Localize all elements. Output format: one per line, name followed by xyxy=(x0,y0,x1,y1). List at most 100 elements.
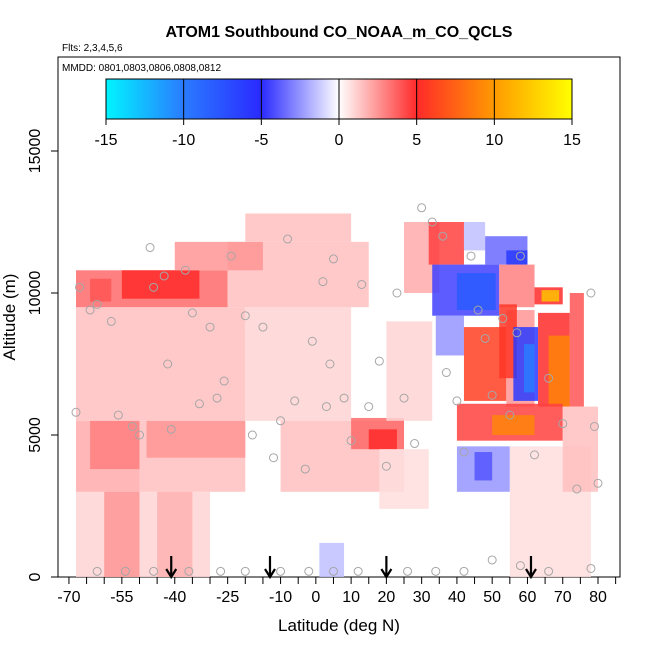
heatmap-cell xyxy=(435,315,464,356)
sample-point xyxy=(558,419,568,429)
x-axis-label: Latitude (deg N) xyxy=(278,616,400,635)
sample-point xyxy=(269,453,279,463)
heatmap-cell xyxy=(541,290,560,302)
heatmap-cell xyxy=(474,452,493,481)
colorbar-tick-label: 10 xyxy=(485,132,503,149)
flights-subtitle: Flts: 2,3,4,5,6 xyxy=(62,43,123,54)
y-axis: 0 5000 10000 15000 xyxy=(27,129,58,581)
sample-point xyxy=(515,561,525,571)
sample-point xyxy=(586,563,596,573)
sample-point xyxy=(321,402,331,412)
sample-point xyxy=(180,265,190,275)
sample-point xyxy=(216,566,226,576)
sample-point xyxy=(276,416,286,426)
heatmap-cell xyxy=(174,241,263,271)
colorbar-tick-label: 5 xyxy=(412,132,421,149)
sample-point xyxy=(276,566,286,576)
colorbar: -15 -10 -5 0 5 10 15 xyxy=(94,78,581,149)
x-tick-label: 60 xyxy=(519,589,537,606)
x-tick-label: -25 xyxy=(216,589,239,606)
sample-point xyxy=(544,373,554,383)
sample-point xyxy=(247,430,257,440)
sample-point xyxy=(134,430,144,440)
sample-point xyxy=(586,288,596,298)
sample-point xyxy=(427,217,437,227)
x-tick-label: 20 xyxy=(377,589,395,606)
x-tick-label: -40 xyxy=(163,589,186,606)
sample-point xyxy=(466,251,476,261)
sample-point xyxy=(92,299,102,309)
y-tick-label: 10000 xyxy=(27,271,44,316)
heatmap-cell xyxy=(463,222,486,251)
sample-point xyxy=(205,322,215,332)
dates-subtitle: MMDD: 0801,0803,0806,0808,0812 xyxy=(62,63,221,74)
x-tick-label: 80 xyxy=(589,589,607,606)
sample-point xyxy=(300,464,310,474)
y-axis-label: Altitude (m) xyxy=(0,274,19,361)
sample-point xyxy=(187,308,197,318)
sample-point xyxy=(159,271,169,281)
chart-title: ATOM1 Southbound CO_NOAA_m_CO_QCLS xyxy=(166,24,513,41)
sample-point xyxy=(589,421,599,431)
sample-point xyxy=(120,566,130,576)
sample-point xyxy=(459,447,469,457)
sample-point xyxy=(163,359,173,369)
sample-point xyxy=(346,436,356,446)
heatmap-cell xyxy=(245,213,352,242)
sample-point xyxy=(487,555,497,565)
sample-point xyxy=(328,566,338,576)
x-axis: -70 -55 -40 -25 -10 0 10 20 30 40 50 60 70 80 xyxy=(57,577,617,606)
heatmap-cell xyxy=(368,429,397,450)
colorbar-tick-label: -5 xyxy=(254,132,268,149)
sample-point xyxy=(473,305,483,315)
sample-point xyxy=(283,234,293,244)
x-tick-label: 10 xyxy=(342,589,360,606)
sample-point xyxy=(318,277,328,287)
heatmap-cell xyxy=(548,335,570,407)
sample-point xyxy=(328,254,338,264)
sample-point xyxy=(544,566,554,576)
sample-point xyxy=(145,243,155,253)
heatmap-layer xyxy=(76,213,598,577)
heatmap-cell xyxy=(523,344,535,393)
sample-points-layer xyxy=(71,203,603,576)
sample-point xyxy=(240,311,250,321)
sample-point xyxy=(505,410,515,420)
sample-point xyxy=(459,566,469,576)
arrows-layer xyxy=(165,556,537,580)
sample-point xyxy=(593,478,603,488)
sample-point xyxy=(399,393,409,403)
sample-point xyxy=(480,333,490,343)
sample-point xyxy=(290,396,300,406)
sample-point xyxy=(149,282,159,292)
sample-point xyxy=(515,251,525,261)
sample-point xyxy=(71,407,81,417)
sample-point xyxy=(325,359,335,369)
y-tick-label: 5000 xyxy=(27,417,44,453)
sample-point xyxy=(258,322,268,332)
sample-point xyxy=(403,566,413,576)
heatmap-cell xyxy=(90,278,112,302)
heatmap-cell xyxy=(456,273,496,311)
sample-point xyxy=(92,566,102,576)
heatmap-cell xyxy=(428,222,464,265)
sample-point xyxy=(431,566,441,576)
heatmap-cell xyxy=(562,406,598,492)
sample-point xyxy=(512,328,522,338)
heatmap-cell xyxy=(499,264,535,308)
x-tick-label: 70 xyxy=(554,589,572,606)
sample-point xyxy=(357,279,367,289)
heatmap-cell xyxy=(76,307,246,421)
sample-point xyxy=(364,402,374,412)
sample-point xyxy=(572,484,582,494)
arrow-marker xyxy=(264,556,276,580)
sample-point xyxy=(240,566,250,576)
sample-point xyxy=(106,316,116,326)
sample-point xyxy=(487,390,497,400)
sample-point xyxy=(219,376,229,386)
sample-point xyxy=(374,356,384,366)
heatmap-cell xyxy=(319,542,345,577)
sample-point xyxy=(166,424,176,434)
sample-point xyxy=(392,288,402,298)
sample-point xyxy=(184,566,194,576)
